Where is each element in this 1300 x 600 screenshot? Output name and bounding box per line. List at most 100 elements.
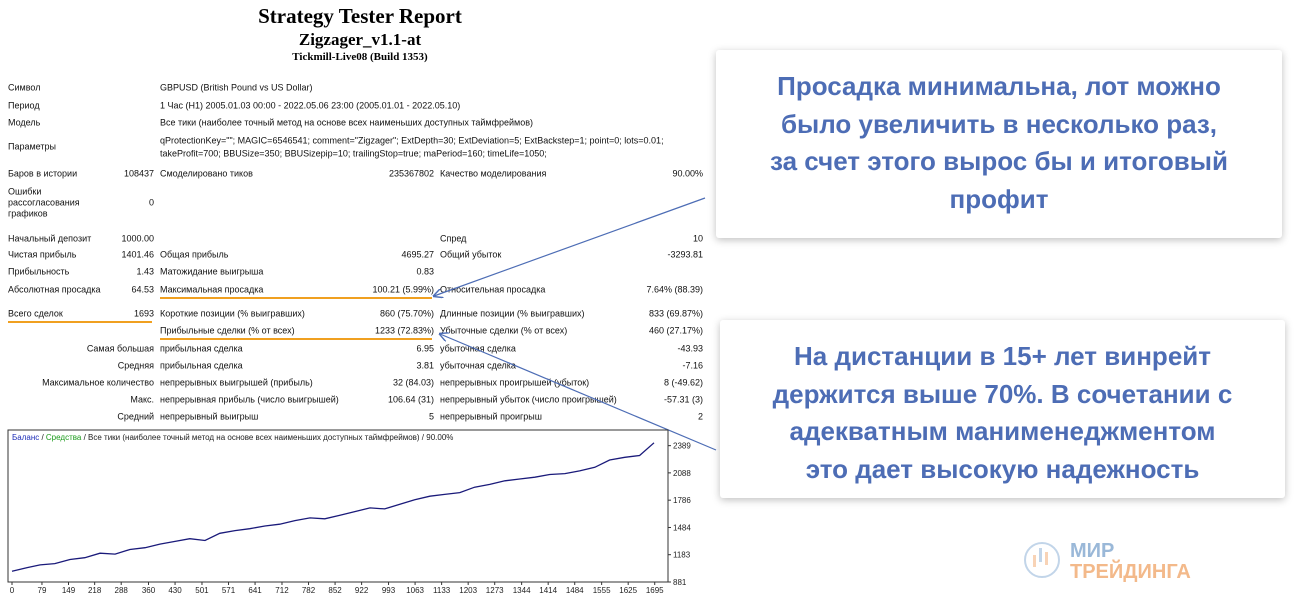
stat-value: 1401.46 <box>121 249 154 260</box>
legend-part: Баланс <box>12 433 39 442</box>
stat-value: -43.93 <box>677 343 703 354</box>
callout-line: Просадка минимальна, лот можно <box>777 71 1221 101</box>
x-tick-label: 1273 <box>486 586 504 595</box>
stat-label: прибыльная сделка <box>160 360 243 371</box>
info-value: GBPUSD (British Pound vs US Dollar) <box>160 82 313 93</box>
x-tick-label: 1555 <box>593 586 611 595</box>
chart-frame <box>7 429 669 583</box>
stat-label: непрерывный выигрыш <box>160 411 259 422</box>
x-tick-label: 1063 <box>406 586 424 595</box>
stat-value: 90.00% <box>672 168 703 179</box>
x-tick-label: 430 <box>168 586 182 595</box>
stat-value: -3293.81 <box>667 249 703 260</box>
stat-label: убыточная сделка <box>440 343 516 354</box>
stat-value: 2 <box>697 411 703 422</box>
info-value: qProtectionKey=""; MAGIC=6546541; commen… <box>160 135 664 145</box>
x-tick-label: 288 <box>115 586 129 595</box>
stat-label: непрерывный проигрыш <box>440 411 542 422</box>
logo-text: МИР <box>1070 540 1114 562</box>
x-tick-label: 218 <box>88 586 102 595</box>
y-tick-label: 2088 <box>673 469 691 478</box>
callout: Просадка минимальна, лот можно было увели… <box>716 50 1282 238</box>
stat-value: 0.83 <box>416 266 434 277</box>
stat-value: 1.43 <box>136 266 154 277</box>
stat-label: Ошибки рассогласования графиков <box>8 186 80 219</box>
arrow <box>434 197 706 296</box>
x-tick-label: 149 <box>62 586 76 595</box>
x-tick-label: 1625 <box>619 586 637 595</box>
stat-label: Матожидание выигрыша <box>160 266 264 277</box>
stat-label: Убыточные сделки (% от всех) <box>440 325 568 336</box>
arrow <box>440 334 717 451</box>
callout-line: держится выше 70%. В сочетании с <box>772 378 1233 409</box>
x-tick-label: 0 <box>10 586 15 595</box>
stat-value: 106.64 (31) <box>387 394 434 405</box>
y-tick-label: 881 <box>673 578 687 587</box>
stat-label: прибыльная сделка <box>160 343 243 354</box>
x-tick-label: 1695 <box>646 586 664 595</box>
x-tick-label: 641 <box>248 586 262 595</box>
x-tick-label: 501 <box>195 586 209 595</box>
stat-label: Начальный депозит <box>8 233 92 244</box>
stat-label: Прибыльность <box>8 266 70 277</box>
x-tick-label: 993 <box>382 586 396 595</box>
stat-value: -7.16 <box>682 360 703 371</box>
report-title: Strategy Tester Report <box>258 4 462 28</box>
stat-value: 7.64% (88.39) <box>646 284 703 295</box>
x-tick-label: 782 <box>302 586 316 595</box>
stat-value: -57.31 (3) <box>663 394 703 405</box>
stat-label: Относительная просадка <box>440 284 546 295</box>
stat-label: Смоделировано тиков <box>160 168 253 179</box>
stat-value: 4695.27 <box>401 249 434 260</box>
stat-label: Прибыльные сделки (% от всех) <box>160 325 295 336</box>
callout-line: это дает высокую надежность <box>805 453 1200 484</box>
stat-value: 32 (84.03) <box>392 377 434 388</box>
stat-label: Максимальная просадка <box>160 284 264 295</box>
callout-line: На дистанции в 15+ лет винрейт <box>794 341 1211 371</box>
y-tick-label: 2389 <box>673 442 691 451</box>
y-tick-label: 1183 <box>673 551 691 560</box>
stat-label: убыточная сделка <box>440 360 516 371</box>
info-label: Модель <box>8 117 41 128</box>
x-tick-label: 922 <box>355 586 369 595</box>
stat-label: Всего сделок <box>8 308 63 319</box>
stat-label: Чистая прибыль <box>8 249 77 260</box>
report-build: Tickmill-Live08 (Build 1353) <box>292 51 428 63</box>
stat-label: непрерывных выигрышей (прибыль) <box>160 377 313 388</box>
info-label: Символ <box>8 82 41 93</box>
stat-label: Качество моделирования <box>440 168 547 179</box>
stat-value: 460 (27.17%) <box>648 325 703 336</box>
x-tick-label: 360 <box>142 586 156 595</box>
stat-value: 1233 (72.83%) <box>374 325 434 336</box>
info-value: takeProfit=700; BBUSize=350; BBUSizepip=… <box>160 148 547 158</box>
x-tick-label: 852 <box>328 586 342 595</box>
callout-line: профит <box>949 183 1049 214</box>
stat-label: Общий убыток <box>440 249 502 260</box>
callout-line: было увеличить в несколько раз, <box>780 108 1218 139</box>
balance-line <box>11 442 655 572</box>
stat-label: Спред <box>440 233 467 244</box>
stat-value: 0 <box>148 197 154 208</box>
info-label: Параметры <box>8 141 56 152</box>
stat-value: 1693 <box>133 308 154 319</box>
stat-value: 235367802 <box>388 168 434 179</box>
stat-value: 100.21 (5.99%) <box>372 284 434 295</box>
x-tick-label: 1203 <box>459 586 477 595</box>
stat-value: 10 <box>692 233 703 244</box>
stat-label: Общая прибыль <box>160 249 229 260</box>
y-tick-label: 1484 <box>673 523 691 532</box>
logo-text: ТРЕЙДИНГА <box>1070 559 1191 583</box>
x-tick-label: 1484 <box>566 586 584 595</box>
stat-label: Абсолютная просадка <box>8 284 101 295</box>
stat-value: 860 (75.70%) <box>379 308 434 319</box>
stat-label: Длинные позиции (% выигравших) <box>440 308 585 319</box>
callout-line: за счет этого вырос бы и итоговый <box>770 146 1228 176</box>
report-subtitle: Zigzager_v1.1-at <box>298 30 422 49</box>
stat-label: Макс. <box>130 394 154 405</box>
stat-value: 833 (69.87%) <box>648 308 703 319</box>
stat-value: 64.53 <box>131 284 154 295</box>
callout-line: адекватным манименеджментом <box>789 416 1216 446</box>
stat-value: 108437 <box>123 168 154 179</box>
info-value: 1 Час (H1) 2005.01.03 00:00 - 2022.05.06… <box>160 100 461 111</box>
